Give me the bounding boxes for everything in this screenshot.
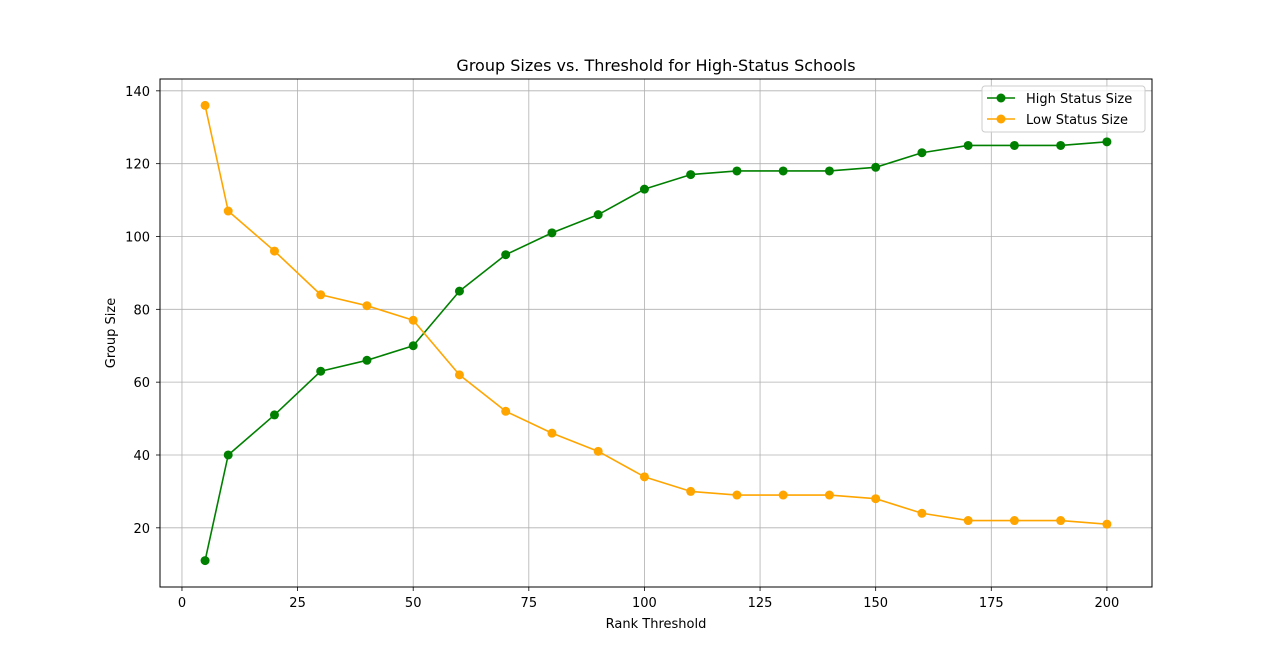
data-point-low-status (269, 246, 279, 256)
legend-label-high-status: High Status Size (1026, 92, 1132, 107)
data-point-low-status (501, 406, 511, 416)
data-point-low-status (1056, 516, 1066, 526)
data-point-high-status (200, 556, 210, 566)
data-point-low-status (547, 428, 557, 438)
data-point-high-status (732, 166, 742, 176)
data-point-low-status (454, 370, 464, 380)
x-tick-label: 100 (632, 596, 657, 611)
legend-box (981, 85, 1146, 133)
data-point-low-status (917, 508, 927, 518)
data-point-high-status (686, 170, 696, 180)
data-point-high-status (917, 148, 927, 158)
x-tick-label: 0 (178, 596, 186, 611)
y-tick-label: 40 (133, 449, 150, 464)
y-tick-label: 60 (133, 376, 150, 391)
legend-label-low-status: Low Status Size (1026, 113, 1128, 128)
data-point-high-status (223, 450, 233, 460)
data-point-low-status (778, 490, 788, 500)
x-tick-label: 125 (748, 596, 773, 611)
data-point-low-status (1009, 516, 1019, 526)
data-point-low-status (824, 490, 834, 500)
x-tick-label: 50 (405, 596, 422, 611)
data-point-high-status (963, 140, 973, 150)
legend: High Status Size Low Status Size (981, 85, 1146, 133)
data-point-low-status (732, 490, 742, 500)
x-tick-label: 200 (1094, 596, 1119, 611)
data-point-high-status (778, 166, 788, 176)
x-tick-label: 75 (521, 596, 538, 611)
data-point-high-status (1009, 140, 1019, 150)
x-axis-label: Rank Threshold (606, 617, 707, 632)
series-group (200, 100, 1112, 566)
y-tick-label: 80 (133, 303, 150, 318)
data-point-low-status (408, 315, 418, 325)
data-point-high-status (454, 286, 464, 296)
data-point-low-status (362, 301, 372, 311)
y-tick-label: 20 (133, 522, 150, 537)
data-point-high-status (501, 250, 511, 260)
series-high-status (200, 137, 1112, 566)
y-tick-label: 120 (125, 158, 150, 173)
data-point-low-status (686, 486, 696, 496)
y-tick-label: 100 (125, 230, 150, 245)
axis-ticks: 0 25 50 75 100 125 150 175 200 20 40 60 80 100 120 140 (125, 85, 1119, 611)
x-tick-label: 25 (289, 596, 306, 611)
data-point-high-status (362, 355, 372, 365)
data-point-high-status (547, 228, 557, 238)
data-point-low-status (316, 290, 326, 300)
data-point-high-status (824, 166, 834, 176)
data-point-low-status (1102, 519, 1112, 529)
data-point-high-status (316, 366, 326, 376)
data-point-high-status (871, 162, 881, 172)
data-point-high-status (269, 410, 279, 420)
data-point-high-status (408, 341, 418, 351)
data-point-high-status (639, 184, 649, 194)
legend-marker-low-status (996, 114, 1006, 124)
data-point-low-status (223, 206, 233, 216)
plot-frame (159, 78, 1153, 588)
grid (160, 79, 1152, 587)
chart-title: Group Sizes vs. Threshold for High-Statu… (456, 56, 855, 75)
data-point-low-status (593, 446, 603, 456)
legend-marker-high-status (996, 93, 1006, 103)
data-point-high-status (1056, 140, 1066, 150)
y-tick-label: 140 (125, 85, 150, 100)
data-point-low-status (639, 472, 649, 482)
x-tick-label: 175 (979, 596, 1004, 611)
x-tick-label: 150 (863, 596, 888, 611)
data-point-high-status (593, 210, 603, 220)
y-axis-label: Group Size (104, 298, 119, 368)
data-point-low-status (871, 494, 881, 504)
data-point-low-status (200, 100, 210, 110)
data-point-high-status (1102, 137, 1112, 147)
data-point-low-status (963, 516, 973, 526)
series-low-status (200, 100, 1112, 529)
